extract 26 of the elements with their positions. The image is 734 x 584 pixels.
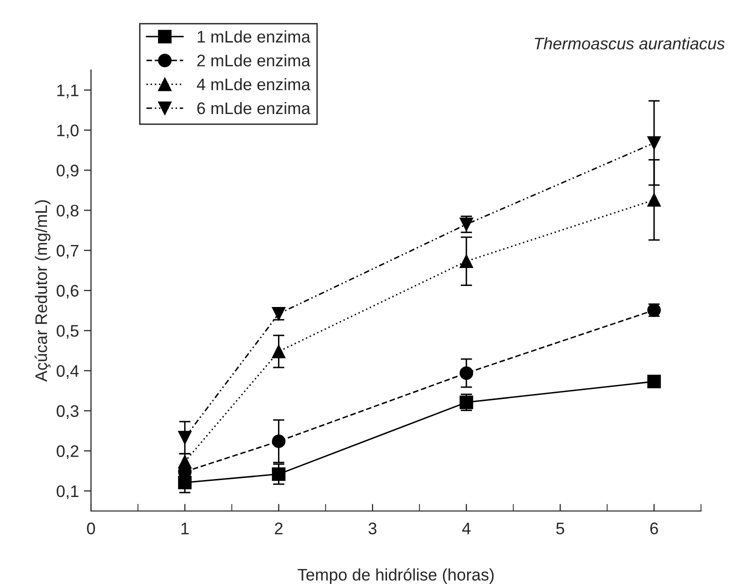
y-tick-label: 0,9 [56,164,78,178]
y-tick-label: 0,5 [56,324,78,339]
x-tick-label: 0 [87,522,95,534]
legend-label: 4 mLde enzima [196,78,310,90]
y-tick-label: 1,1 [57,84,78,98]
x-tick-label: 3 [368,522,376,534]
y-tick-label: 0,4 [56,365,79,379]
y-axis-title: Açúcar Redutor (mg/mL) [34,200,50,382]
x-tick-label: 5 [556,522,564,534]
text: Thermoascus aurantiacus [534,37,725,50]
x-axis-title: Tempo de hidrólise (horas) [298,568,494,584]
legend-label: 1 mLde enzima [198,30,310,43]
y-tick-label: 0,2 [56,445,78,460]
y-tick-label: 0,7 [56,244,78,259]
x-tick-label: 2 [274,522,282,534]
x-tick-label: 1 [181,522,189,534]
x-tick-label: 4 [462,522,471,534]
point [647,374,661,388]
legend-label: 2 mLde enzima [197,54,310,66]
y-tick-label: 0,6 [56,284,78,299]
y-tick-label: 0,3 [56,405,78,419]
x-tick-label: 6 [650,522,658,534]
y-tick-label: 0,8 [56,204,78,218]
legend-label: 6 mLde enzima [197,102,310,114]
y-tick-label: 0,1 [56,485,78,500]
y-tick-label: 1,0 [57,124,79,138]
